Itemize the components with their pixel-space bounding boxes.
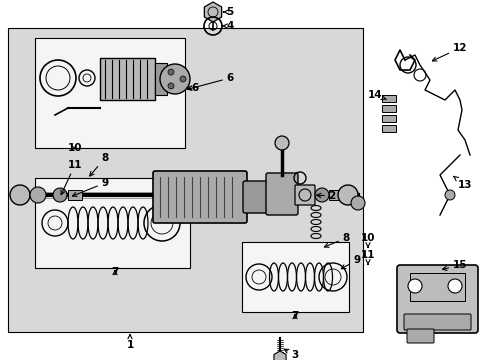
Circle shape bbox=[10, 185, 30, 205]
Circle shape bbox=[407, 279, 421, 293]
FancyBboxPatch shape bbox=[403, 314, 470, 330]
Text: 6: 6 bbox=[187, 73, 233, 90]
Text: 8: 8 bbox=[324, 233, 349, 247]
Text: 5: 5 bbox=[223, 7, 233, 17]
Bar bbox=[8, 28, 362, 332]
Circle shape bbox=[160, 64, 190, 94]
Bar bbox=[35, 38, 184, 148]
Bar bbox=[100, 58, 155, 100]
Text: 6: 6 bbox=[187, 83, 198, 93]
Bar bbox=[381, 125, 395, 132]
Bar bbox=[35, 178, 190, 268]
Text: 12: 12 bbox=[431, 43, 467, 61]
Text: 10: 10 bbox=[360, 233, 374, 247]
Circle shape bbox=[350, 196, 364, 210]
FancyBboxPatch shape bbox=[265, 173, 297, 215]
Circle shape bbox=[168, 83, 174, 89]
Bar bbox=[381, 105, 395, 112]
Text: 9: 9 bbox=[341, 255, 360, 269]
Text: 11: 11 bbox=[61, 160, 82, 195]
Text: 2: 2 bbox=[316, 191, 335, 201]
Polygon shape bbox=[273, 351, 285, 360]
FancyBboxPatch shape bbox=[153, 171, 246, 223]
Bar bbox=[68, 190, 82, 200]
Circle shape bbox=[168, 69, 174, 75]
Bar bbox=[328, 190, 342, 200]
Bar bbox=[381, 115, 395, 122]
Text: 8: 8 bbox=[89, 153, 108, 176]
Circle shape bbox=[447, 279, 461, 293]
Circle shape bbox=[337, 185, 357, 205]
Polygon shape bbox=[204, 2, 221, 22]
Circle shape bbox=[30, 187, 46, 203]
Text: 3: 3 bbox=[284, 349, 298, 360]
FancyBboxPatch shape bbox=[294, 185, 314, 205]
Text: 9: 9 bbox=[72, 178, 108, 197]
Text: 7: 7 bbox=[291, 311, 298, 321]
Bar bbox=[381, 95, 395, 102]
Bar bbox=[155, 63, 167, 95]
Text: 4: 4 bbox=[222, 21, 233, 31]
Circle shape bbox=[180, 76, 185, 82]
FancyBboxPatch shape bbox=[406, 329, 433, 343]
Circle shape bbox=[444, 190, 454, 200]
Circle shape bbox=[53, 188, 67, 202]
Text: 13: 13 bbox=[453, 176, 471, 190]
Text: 1: 1 bbox=[126, 335, 133, 350]
Circle shape bbox=[274, 136, 288, 150]
FancyBboxPatch shape bbox=[243, 181, 268, 213]
Text: 10: 10 bbox=[68, 143, 82, 153]
Text: 7: 7 bbox=[111, 267, 119, 277]
Bar bbox=[409, 273, 464, 301]
FancyBboxPatch shape bbox=[396, 265, 477, 333]
Circle shape bbox=[314, 188, 328, 202]
Text: 15: 15 bbox=[442, 260, 467, 270]
Text: 11: 11 bbox=[360, 250, 374, 264]
Text: 14: 14 bbox=[367, 90, 386, 100]
Bar bbox=[242, 242, 348, 312]
